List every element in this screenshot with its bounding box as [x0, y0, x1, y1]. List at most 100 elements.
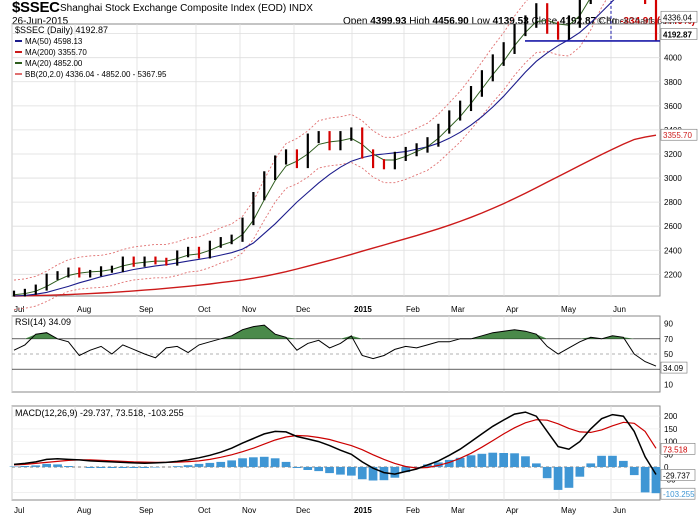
macd-x-tick-label: Aug — [77, 506, 91, 515]
rsi-y-tick-label: 90 — [664, 320, 673, 329]
macd-histogram-bar — [9, 466, 19, 467]
macd-histogram-bar — [608, 455, 617, 467]
price-y-tick-label: 3200 — [664, 150, 682, 159]
macd-histogram-bar — [586, 463, 596, 467]
rsi-y-tick-label: 70 — [664, 335, 673, 344]
macd-histogram-bar — [488, 452, 498, 467]
macd-histogram-bar — [325, 467, 334, 474]
macd-histogram-bar — [42, 463, 51, 467]
price-y-tick-label: 2600 — [664, 222, 682, 231]
macd-histogram-bar — [64, 466, 73, 467]
price-x-tick-label: Jul — [14, 305, 24, 314]
price-x-tick-label: Mar — [451, 305, 465, 314]
macd-tag-box — [660, 442, 696, 455]
macd-tag-label: 73.518 — [663, 445, 688, 454]
macd-histogram-bar — [216, 461, 226, 467]
macd-histogram-bar — [444, 459, 454, 467]
price-x-tick-label: Feb — [406, 305, 420, 314]
macd-x-tick-label: Mar — [451, 506, 465, 515]
price-tag-box — [660, 128, 698, 141]
rsi-tag-box — [660, 361, 688, 374]
symbol-title: $SSEC — [12, 0, 60, 16]
chg-label: Chg — [598, 16, 618, 27]
price-y-tick-label: 3800 — [664, 78, 682, 87]
macd-histogram-bar — [640, 467, 650, 493]
macd-y-tick-label: 150 — [664, 425, 678, 434]
macd-histogram-bar — [390, 467, 400, 478]
macd-signal-line — [13, 419, 657, 469]
rsi-overbought-fill — [14, 325, 656, 339]
macd-histogram-bar — [597, 455, 606, 467]
macd-histogram-bar — [564, 467, 574, 488]
macd-histogram-bar — [357, 467, 367, 480]
macd-histogram-bar — [347, 467, 356, 476]
close-label: Close — [531, 16, 558, 27]
macd-histogram-bar — [292, 467, 302, 468]
macd-histogram-bar — [336, 467, 345, 475]
open-value: 4399.93 — [370, 16, 407, 27]
macd-x-tick-label: Jun — [613, 506, 626, 515]
macd-histogram-bar — [477, 453, 487, 467]
macd-tag-box — [660, 487, 696, 500]
legend-label: MA(200) 3355.70 — [25, 48, 87, 57]
macd-histogram-bar — [466, 455, 476, 467]
macd-histogram-bar — [368, 467, 378, 481]
macd-tag-box — [660, 469, 696, 481]
price-panel-frame — [11, 23, 661, 297]
macd-histogram-bar — [227, 460, 236, 467]
macd-y-tick-label: 0 — [664, 463, 669, 472]
macd-tag-label: -103.255 — [663, 490, 695, 499]
macd-histogram-bar — [183, 465, 193, 467]
price-y-tick-label: 2800 — [664, 198, 682, 207]
macd-histogram-bar — [20, 466, 30, 467]
macd-histogram-bar — [270, 458, 280, 467]
price-y-tick-label: 4000 — [664, 54, 682, 63]
macd-x-tick-label: May — [561, 506, 576, 515]
price-y-tick-label: 3600 — [664, 102, 682, 111]
rsi-line — [13, 324, 657, 367]
macd-histogram-bar — [379, 467, 389, 481]
macd-x-tick-label: Nov — [242, 506, 256, 515]
macd-x-tick-label: Jul — [14, 506, 24, 515]
macd-histogram-bar — [532, 463, 541, 467]
macd-histogram-bar — [238, 458, 247, 467]
macd-y-tick-label: 50 — [664, 450, 673, 459]
macd-tag-label: -29.737 — [663, 472, 691, 481]
rsi-y-tick-label: 10 — [664, 380, 673, 389]
macd-histogram-bar — [510, 453, 519, 467]
macd-x-tick-label: Feb — [406, 506, 420, 515]
high-label: High — [409, 16, 430, 27]
macd-x-tick-label: Oct — [198, 506, 211, 515]
price-y-tick-label: 3000 — [664, 174, 682, 183]
macd-histogram-bar — [542, 467, 552, 479]
price-x-tick-label: Jun — [613, 305, 626, 314]
high-value: 4456.90 — [432, 16, 469, 27]
macd-histogram-bar — [455, 457, 465, 467]
macd-y-tick-label: 100 — [664, 438, 678, 447]
price-tag-label: 3355.70 — [663, 131, 692, 140]
price-tag-box — [660, 28, 698, 40]
macd-histogram-bar — [259, 456, 269, 467]
rsi-y-tick-label: 50 — [664, 350, 673, 359]
macd-y-tick-label: 200 — [664, 412, 678, 421]
macd-histogram-bar — [85, 467, 95, 468]
macd-histogram-bar — [303, 467, 313, 470]
legend-label: BB(20,2.0) 4336.04 - 4852.00 - 5367.95 — [25, 70, 167, 79]
macd-histogram-bar — [107, 467, 117, 468]
macd-panel-title: MACD(12,26,9) -29.737, 73.518, -103.255 — [15, 408, 184, 418]
chg-value: -334.91 (-7.40%) — [620, 16, 696, 27]
ma20-line — [13, 0, 590, 296]
price-x-tick-label: May — [561, 305, 576, 314]
ma200-line — [13, 134, 657, 297]
macd-histogram-bar — [53, 464, 62, 467]
close-value: 4192.87 — [559, 16, 597, 27]
index-name: Shanghai Stock Exchange Composite Index … — [60, 3, 313, 14]
legend-label: MA(20) 4852.00 — [25, 59, 83, 68]
macd-histogram-bar — [521, 456, 530, 467]
macd-histogram-bar — [575, 467, 585, 477]
ma50-line — [13, 0, 615, 297]
macd-histogram-bar — [619, 460, 628, 467]
rsi-tag-label: 34.09 — [663, 364, 684, 373]
macd-histogram-bar — [194, 463, 204, 467]
